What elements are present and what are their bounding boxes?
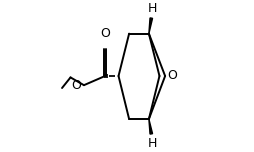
Text: O: O <box>100 27 110 40</box>
Polygon shape <box>149 119 153 134</box>
Text: O: O <box>72 79 82 92</box>
Text: H: H <box>147 137 157 150</box>
Text: O: O <box>167 69 177 83</box>
Polygon shape <box>149 18 153 34</box>
Text: H: H <box>147 2 157 15</box>
